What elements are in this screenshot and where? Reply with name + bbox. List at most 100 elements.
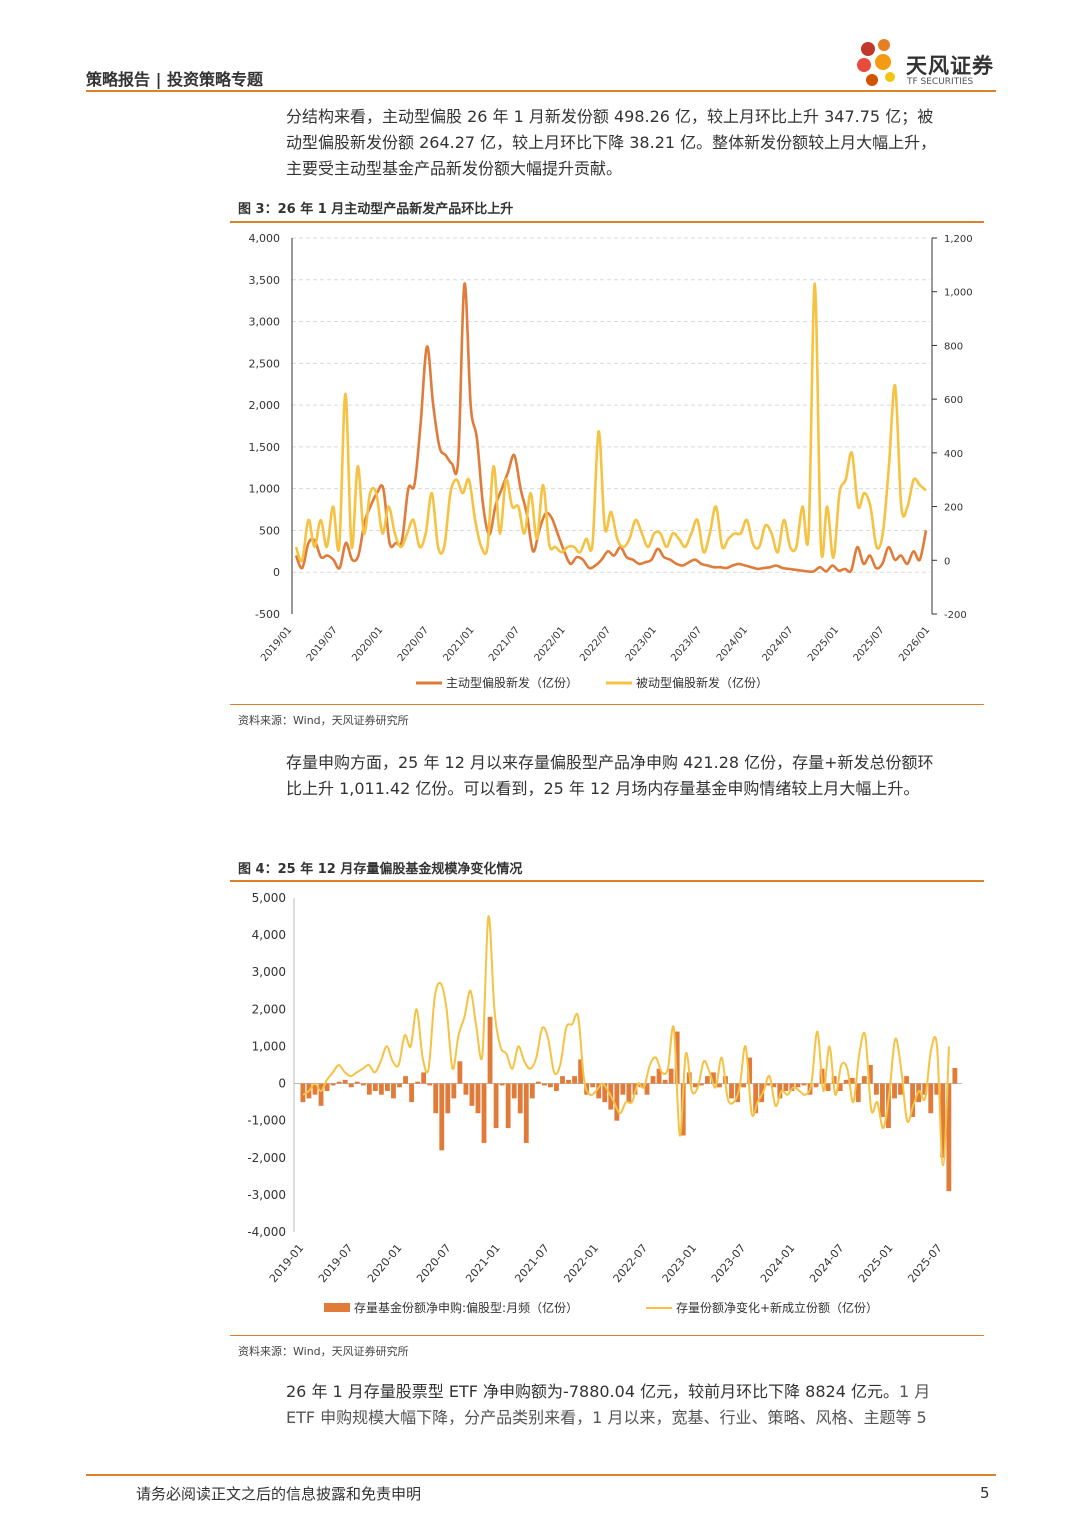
bar: [523, 1083, 529, 1143]
paragraph-line: 比上升 1,011.42 亿份。可以看到，25 年 12 月场内存量基金申购情绪…: [286, 776, 996, 802]
header-divider: [86, 90, 996, 92]
right-axis-tick-label: -200: [944, 610, 967, 621]
bar: [541, 1083, 547, 1086]
bar: [391, 1083, 396, 1099]
bar: [855, 1083, 861, 1103]
bar: [596, 1083, 602, 1099]
bar: [517, 1083, 523, 1114]
y-axis-tick-label: -3,000: [247, 1188, 286, 1202]
y-axis-tick-label: 5,000: [252, 891, 286, 905]
bar: [566, 1079, 571, 1084]
bar: [354, 1081, 360, 1084]
bar: [910, 1083, 916, 1117]
paragraph-existing-subscription: 存量申购方面，25 年 12 月以来存量偏股型产品净申购 421.28 亿份，存…: [286, 750, 996, 802]
bar: [704, 1076, 710, 1084]
bar: [837, 1083, 843, 1091]
bar: [366, 1083, 372, 1095]
bar: [511, 1083, 517, 1099]
left-axis-tick-label: 3,500: [249, 274, 281, 287]
bar: [360, 1083, 366, 1086]
x-axis-tick-label: 2020-07: [414, 1242, 454, 1286]
paragraph-etf-subscription: 26 年 1 月存量股票型 ETF 净申购额为-7880.04 亿元，较前月环比…: [286, 1379, 996, 1431]
paragraph-new-issuance: 分结构来看，主动型偏股 26 年 1 月新发份额 498.26 亿，较上月环比上…: [286, 104, 996, 182]
figure-4-chart: -4,000 -3,000 -2,000 -1,000 0 1,000 2,000 3,000…: [247, 891, 962, 1315]
bar: [469, 1083, 475, 1106]
bar: [318, 1083, 324, 1106]
bar: [409, 1083, 414, 1103]
figure-3-bottom-rule: [230, 704, 984, 705]
bar: [620, 1083, 626, 1095]
bar: [801, 1083, 807, 1086]
x-axis-tick-label: 2025/07: [852, 625, 887, 664]
bar: [867, 1065, 873, 1084]
page-number: 5: [980, 1484, 990, 1502]
bar: [928, 1083, 934, 1114]
bar: [529, 1083, 535, 1099]
paragraph-segment: 26 年 1 月存量股票型 ETF 净申购额为-7880.04 亿元，较前月环比…: [286, 1382, 899, 1401]
figure-3-chart: -500 0 500 1,000 1,500 2,000 2,500 3,000 3,500 4,…: [249, 232, 973, 690]
bar: [578, 1059, 584, 1084]
bar: [771, 1083, 777, 1088]
bar: [300, 1083, 306, 1103]
paragraph-line: 主要受主动型基金产品新发份额大幅提升贡献。: [286, 159, 623, 178]
bar: [475, 1083, 481, 1114]
right-axis-tick-label: 200: [944, 503, 963, 514]
bar: [777, 1083, 783, 1099]
x-axis-tick-label: 2022-01: [561, 1242, 601, 1286]
tf-securities-logo-icon: [857, 39, 895, 86]
bar: [940, 1083, 946, 1158]
bar: [662, 1079, 668, 1084]
bar: [614, 1083, 620, 1121]
y-axis-tick-label: 4,000: [252, 928, 286, 942]
y-axis-tick-label: 1,000: [252, 1039, 286, 1053]
paragraph-segment: 1 月: [898, 1382, 931, 1401]
bar: [795, 1083, 801, 1088]
bar: [397, 1083, 402, 1088]
x-axis-tick-label: 2023/07: [669, 625, 704, 664]
bar: [934, 1083, 940, 1095]
x-axis-tick-label: 2019/01: [259, 625, 294, 664]
figure-4-bottom-rule: [230, 1335, 984, 1336]
x-axis-tick-label: 2019-01: [267, 1242, 307, 1286]
bar: [324, 1083, 330, 1091]
bar: [535, 1081, 541, 1084]
legend-label: 存量份额净变化+新成立份额（亿份）: [676, 1300, 878, 1315]
right-axis-tick-label: 0: [944, 556, 950, 567]
bar: [548, 1083, 553, 1088]
left-axis-tick-label: 3,000: [249, 316, 281, 329]
legend-label: 主动型偏股新发（亿份）: [446, 675, 578, 690]
bar: [493, 1083, 499, 1129]
y-axis-tick-label: -4,000: [247, 1225, 286, 1239]
x-axis-tick-label: 2021/01: [441, 625, 476, 664]
bar: [698, 1083, 704, 1086]
left-axis-tick-label: 0: [273, 566, 280, 579]
bar: [789, 1083, 795, 1091]
bar: [729, 1083, 734, 1099]
report-header-title: 策略报告 | 投资策略专题: [86, 70, 263, 89]
bar: [644, 1083, 650, 1095]
x-axis-tick-label: 2024-07: [807, 1242, 847, 1286]
x-axis-tick-label: 2019-07: [316, 1242, 356, 1286]
paragraph-line: 动型偏股新发份额 264.27 亿，较上月环比下降 38.21 亿。整体新发份额…: [286, 133, 937, 152]
bar: [898, 1083, 903, 1095]
x-axis-tick-label: 2023-01: [660, 1242, 700, 1286]
footer-divider: [86, 1474, 996, 1476]
figure-3-top-rule: [230, 221, 984, 223]
y-axis-tick-label: 0: [278, 1077, 286, 1091]
x-axis-tick-label: 2025/01: [806, 625, 841, 664]
bar: [813, 1083, 819, 1088]
bar: [560, 1076, 565, 1084]
bar: [590, 1083, 596, 1088]
bar: [849, 1077, 855, 1084]
bar: [421, 1072, 427, 1084]
bar: [481, 1083, 487, 1143]
series-line-1: [294, 282, 928, 574]
x-axis-tick-label: 2022/07: [578, 625, 613, 664]
footer-disclaimer: 请务必阅读正文之后的信息披露和免责申明: [136, 1485, 422, 1503]
x-axis-tick-label: 2020-01: [365, 1242, 405, 1286]
bar: [843, 1079, 849, 1084]
bar: [825, 1083, 831, 1091]
y-axis-tick-label: 2,000: [252, 1002, 286, 1016]
paragraph-line: 分结构来看，主动型偏股 26 年 1 月新发份额 498.26 亿，较上月环比上…: [286, 107, 934, 126]
bar: [952, 1067, 958, 1084]
